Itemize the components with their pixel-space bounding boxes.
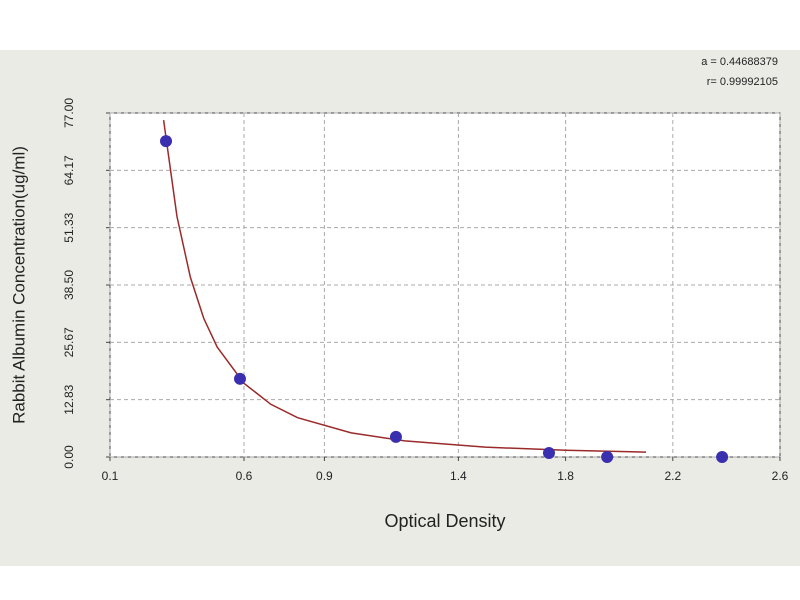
- y-tick-label: 0.00: [62, 445, 76, 469]
- x-tick-label: 2.6: [772, 469, 789, 483]
- fit-curve: [162, 120, 647, 453]
- data-point: [160, 135, 173, 148]
- plot-area: [109, 112, 781, 458]
- x-tick-label: 0.1: [102, 469, 119, 483]
- fit-correlation: r= 0.99992105: [707, 76, 778, 88]
- x-tick-label: 1.4: [450, 469, 467, 483]
- x-tick-label: 2.2: [664, 469, 681, 483]
- y-tick-label: 38.50: [62, 270, 76, 300]
- x-tick-label: 0.6: [236, 469, 253, 483]
- y-tick-label: 64.17: [62, 155, 76, 185]
- y-tick-label: 77.00: [62, 98, 76, 128]
- x-tick-label: 1.8: [557, 469, 574, 483]
- y-tick-label: 12.83: [62, 384, 76, 414]
- y-axis-label: Rabbit Albumin Concentration(ug/ml): [9, 146, 28, 424]
- data-point: [716, 451, 729, 463]
- data-point: [542, 446, 555, 459]
- data-point: [389, 430, 402, 443]
- fit-parameter: a = 0.44688379: [701, 56, 778, 68]
- y-tick-label: 25.67: [62, 327, 76, 357]
- x-axis-label: Optical Density: [384, 511, 505, 531]
- data-point: [601, 451, 614, 463]
- y-tick-label: 51.33: [62, 212, 76, 242]
- x-tick-label: 0.9: [316, 469, 333, 483]
- data-point: [233, 372, 246, 385]
